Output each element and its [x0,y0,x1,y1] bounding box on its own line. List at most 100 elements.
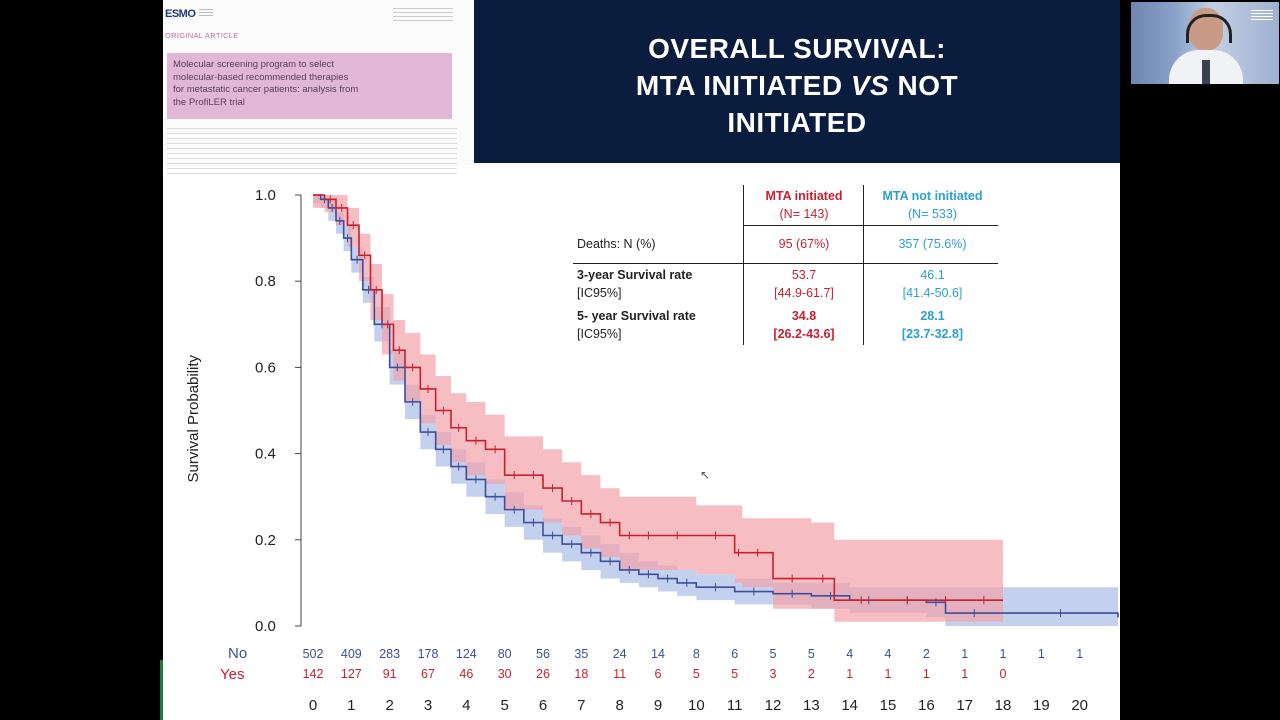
x-tick-label: 1 [347,697,355,714]
x-tick-label: 3 [424,697,432,714]
title-line-3: INITIATED [727,107,867,138]
y-tick-label: 0.6 [255,359,276,376]
row-value: 34.8 [791,309,817,323]
row-value-ci: [26.2-43.6] [773,327,835,341]
x-tick-label: 4 [462,697,470,714]
x-tick-label: 2 [385,697,393,714]
article-label: ORIGINAL ARTICLE [165,31,239,40]
row-value-ci: [41.4-50.6] [902,286,963,300]
esmo-logo: ESMO [165,8,196,20]
risk-count-yes: 1 [846,667,853,681]
risk-count-no: 1 [1076,647,1083,661]
x-tick-label: 10 [688,697,705,714]
risk-count-no: 124 [456,647,477,661]
risk-count-yes: 11 [613,667,626,681]
risk-count-yes: 127 [341,667,362,681]
risk-count-yes: 30 [498,667,512,681]
row-value-ci: [44.9-61.7] [774,286,834,300]
ci-band-initiated [313,195,1003,622]
curve-initiated [313,194,1003,601]
row-label-ci: [IC95%] [577,286,622,300]
paper-title-line: the ProfiLER trial [173,96,245,108]
risk-count-no: 6 [731,647,738,661]
risk-count-yes: 2 [808,667,815,681]
risk-row-label-no: No [228,645,247,662]
x-tick-label: 16 [918,697,935,714]
risk-count-no: 35 [574,647,588,661]
col1-header: MTA initiated [765,189,843,203]
x-tick-label: 17 [956,697,973,714]
risk-count-no: 14 [651,647,665,661]
x-tick-label: 6 [539,697,547,714]
risk-count-no: 56 [536,647,550,661]
webcam-feed [1131,2,1279,84]
row-value: 46.1 [920,268,945,282]
risk-count-no: 4 [846,647,853,661]
table-hline [743,225,998,226]
risk-count-yes: 5 [731,667,738,681]
x-tick-label: 5 [500,697,508,714]
mouse-cursor-icon: ↖ [700,468,711,482]
risk-count-yes: 1 [885,667,892,681]
institution-logo [1251,10,1273,20]
risk-count-yes: 5 [693,667,700,681]
x-tick-label: 0 [309,697,317,714]
x-tick-label: 14 [841,697,858,714]
risk-count-yes: 91 [383,667,397,681]
risk-count-yes: 1 [961,667,968,681]
risk-count-yes: 142 [303,667,324,681]
title-part: MTA INITIATED [635,70,851,101]
row-label-ci: [IC95%] [577,327,622,341]
paper-thumbnail: ESMO ORIGINAL ARTICLE Molecular screenin… [163,0,473,174]
risk-count-yes: 3 [770,667,777,681]
y-tick-label: 1.0 [255,187,276,204]
x-tick-label: 8 [615,697,623,714]
x-tick-label: 19 [1033,697,1050,714]
risk-count-no: 283 [379,647,400,661]
paper-title: Molecular screening program to select mo… [167,53,452,119]
x-tick-label: 7 [577,697,585,714]
speaker-tie [1202,60,1210,84]
slide-title: OVERALL SURVIVAL: MTA INITIATED VS NOT I… [474,0,1120,163]
row-label: 5- year Survival rate [577,309,696,323]
x-tick-label: 9 [654,697,662,714]
table-vline [743,185,744,345]
risk-count-yes: 26 [536,667,550,681]
title-line-1: OVERALL SURVIVAL: [648,33,946,64]
risk-count-yes: 1 [923,667,930,681]
title-part-italic: VS [850,70,890,101]
y-tick-label: 0.8 [255,273,276,290]
risk-row-label-yes: Yes [220,666,244,683]
row-value: 53.7 [791,268,817,282]
x-tick-label: 12 [765,697,782,714]
table-vline [863,265,864,345]
risk-count-no: 1 [1038,647,1045,661]
row-label: 3-year Survival rate [577,268,693,282]
table-hline [573,263,998,264]
row-value: 28.1 [920,309,945,323]
x-tick-label: 18 [995,697,1012,714]
risk-count-no: 4 [885,647,892,661]
col2-header: MTA not initiated [882,189,983,203]
paper-title-line: Molecular screening program to select [173,59,335,70]
col1-n: (N= 143) [779,207,829,221]
risk-count-no: 1 [1000,647,1007,661]
title-line-2: MTA INITIATED VS NOT [474,67,1120,104]
slide: ESMO ORIGINAL ARTICLE Molecular screenin… [163,0,1120,720]
risk-count-no: 409 [341,647,362,661]
x-tick-label: 11 [727,697,743,714]
y-tick-label: 0.0 [255,618,276,635]
risk-count-no: 80 [498,647,512,661]
risk-count-yes: 6 [655,667,662,681]
y-tick-label: 0.4 [255,446,276,463]
risk-count-no: 24 [613,647,627,661]
row-value: 357 (75.6%) [898,237,967,251]
paper-title-line: for metastatic cancer patients: analysis… [173,84,359,95]
risk-count-no: 178 [418,647,439,661]
risk-count-yes: 18 [574,667,588,681]
headset-icon [1186,14,1232,43]
row-value: 95 (67%) [778,237,830,251]
x-tick-label: 20 [1071,697,1088,714]
row-label: Deaths: N (%) [577,237,656,251]
survival-table: MTA initiated (N= 143) MTA not initiated… [573,185,1005,345]
